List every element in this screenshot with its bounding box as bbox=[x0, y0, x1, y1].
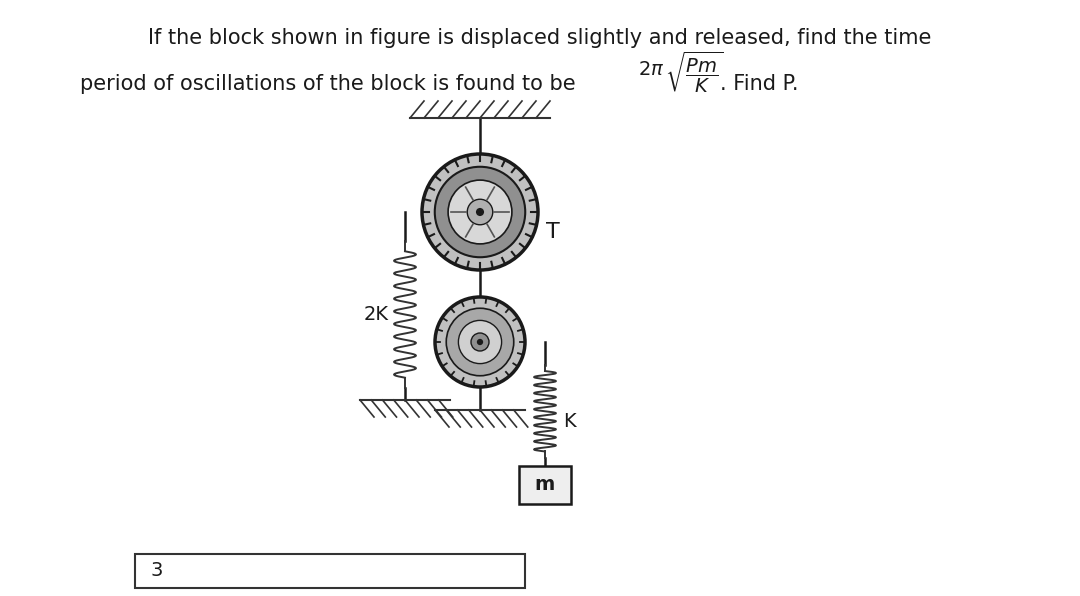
Circle shape bbox=[471, 333, 489, 351]
Text: T: T bbox=[546, 222, 559, 242]
Text: $2\pi$: $2\pi$ bbox=[638, 60, 664, 79]
Circle shape bbox=[446, 308, 514, 375]
Text: 2K: 2K bbox=[364, 305, 389, 324]
Text: . Find P.: . Find P. bbox=[720, 74, 798, 94]
Circle shape bbox=[422, 154, 538, 270]
Bar bbox=[519, 466, 571, 504]
Text: m: m bbox=[535, 476, 555, 495]
Circle shape bbox=[468, 199, 492, 225]
Bar bbox=[135, 554, 525, 588]
Text: If the block shown in figure is displaced slightly and released, find the time: If the block shown in figure is displace… bbox=[148, 28, 932, 48]
Text: period of oscillations of the block is found to be: period of oscillations of the block is f… bbox=[80, 74, 576, 94]
Circle shape bbox=[435, 297, 525, 387]
Circle shape bbox=[477, 339, 483, 345]
Text: 3: 3 bbox=[150, 561, 162, 581]
Circle shape bbox=[448, 180, 512, 244]
Text: K: K bbox=[563, 412, 576, 431]
Circle shape bbox=[435, 167, 525, 257]
Text: $\sqrt{\dfrac{Pm}{K}}$: $\sqrt{\dfrac{Pm}{K}}$ bbox=[665, 50, 724, 95]
Circle shape bbox=[476, 208, 484, 216]
Circle shape bbox=[458, 321, 501, 364]
